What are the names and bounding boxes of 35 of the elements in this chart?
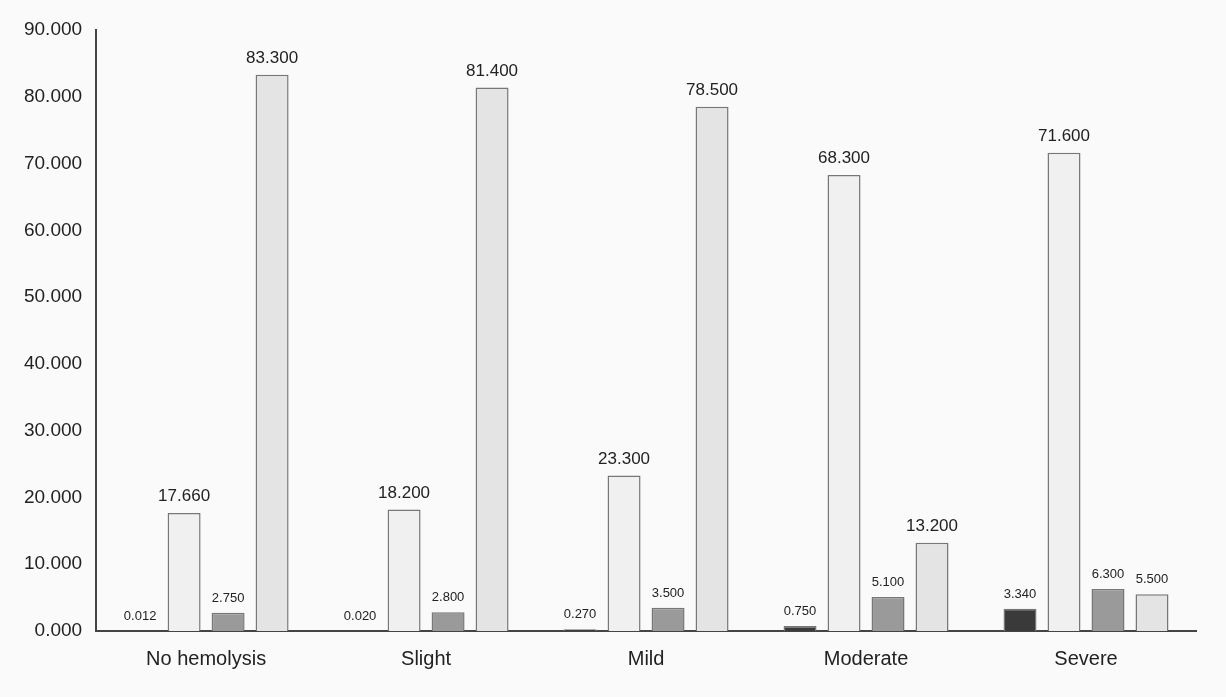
y-tick-label: 30.000 <box>23 418 83 440</box>
data-label: 6.300 <box>1091 566 1125 582</box>
data-label: 2.750 <box>211 589 245 605</box>
data-label: 17.660 <box>158 486 211 506</box>
y-tick-label: 40.000 <box>23 352 83 374</box>
data-label: 0.750 <box>783 603 817 619</box>
data-label: 0.270 <box>563 606 597 622</box>
x-tick-label: Severe <box>1054 646 1118 669</box>
x-tick-label: No hemolysis <box>146 646 267 669</box>
data-label: 3.340 <box>1003 585 1037 601</box>
y-tick-label: 20.000 <box>23 485 83 507</box>
data-label: 13.200 <box>906 516 959 536</box>
y-tick-label: 0.000 <box>34 619 83 641</box>
y-tick-label: 90.000 <box>23 18 83 40</box>
x-tick-label: Moderate <box>823 646 909 669</box>
data-label: 0.012 <box>123 608 157 623</box>
y-tick-label: 70.000 <box>23 151 83 173</box>
data-label: 81.400 <box>466 60 519 80</box>
x-tick-label: Mild <box>627 646 665 669</box>
data-label: 2.800 <box>431 589 465 605</box>
data-label: 78.500 <box>686 79 739 99</box>
data-label: 3.500 <box>651 584 685 600</box>
y-tick-label: 10.000 <box>23 552 83 574</box>
y-tick-label: 60.000 <box>23 218 83 240</box>
data-label: 83.300 <box>246 47 299 67</box>
data-label: 5.500 <box>1135 571 1169 587</box>
data-label: 0.020 <box>343 607 377 623</box>
data-label: 71.600 <box>1038 126 1091 146</box>
y-tick-label: 80.000 <box>23 85 83 107</box>
x-tick-label: Slight <box>401 646 452 669</box>
data-label: 5.100 <box>871 574 905 590</box>
data-label: 68.300 <box>818 148 871 168</box>
data-label: 23.300 <box>598 448 651 468</box>
y-tick-label: 50.000 <box>23 285 83 307</box>
data-label: 18.200 <box>378 482 431 502</box>
